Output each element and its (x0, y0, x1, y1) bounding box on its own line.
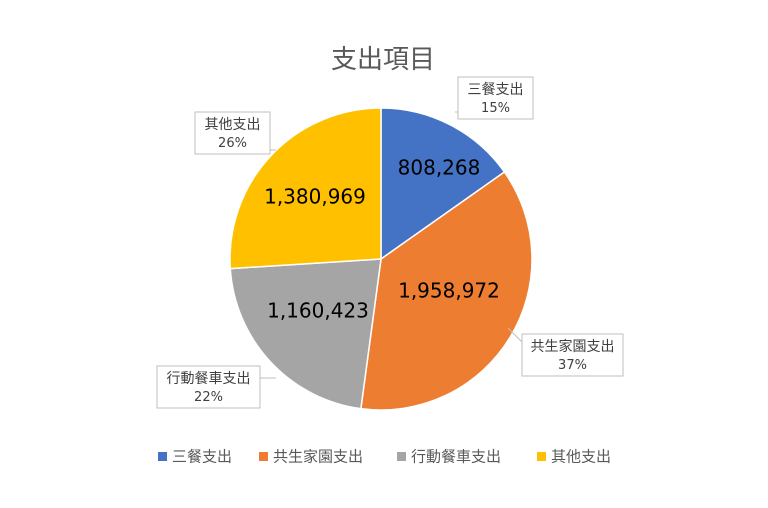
callout-box (457, 76, 534, 120)
legend: 三餐支出 共生家園支出 行動餐車支出 其他支出 (158, 448, 611, 466)
callout-三餐支出: 三餐支出 15% (455, 76, 534, 120)
value-label-行動餐車支出: 1,160,423 (267, 299, 369, 323)
pie-slice-共生家園支出 (360, 170, 533, 411)
legend-swatch (158, 452, 167, 461)
legend-item-其他支出: 其他支出 (537, 448, 611, 466)
callout-category: 行動餐車支出 (167, 370, 251, 387)
legend-label: 行動餐車支出 (411, 448, 501, 466)
legend-label: 三餐支出 (172, 448, 232, 466)
legend-label: 其他支出 (551, 448, 611, 466)
legend-swatch (537, 452, 546, 461)
legend-item-共生家園支出: 共生家園支出 (259, 448, 363, 466)
callout-box (156, 365, 261, 409)
value-label-其他支出: 1,380,969 (264, 185, 366, 209)
value-labels: 808,268 1,958,972 1,160,423 1,380,969 (264, 156, 500, 323)
callout-percent: 22% (194, 390, 223, 405)
callout-percent: 26% (218, 136, 247, 151)
callout-percent: 37% (558, 358, 587, 373)
callout-共生家園支出: 共生家園支出 37% (507, 327, 624, 377)
legend-swatch (397, 452, 406, 461)
callout-category: 三餐支出 (468, 82, 524, 98)
callout-其他支出: 其他支出 26% (194, 111, 276, 155)
legend-label: 共生家園支出 (273, 448, 363, 466)
pie-slice-其他支出 (229, 107, 382, 270)
callout-percent: 15% (481, 101, 510, 116)
legend-item-三餐支出: 三餐支出 (158, 448, 232, 466)
callout-labels: 三餐支出 15% 共生家園支出 37% 行動餐車支出 22% 其他支出 26% (156, 76, 624, 409)
pie-slices (229, 107, 533, 411)
pie-slice-三餐支出 (380, 107, 506, 261)
legend-item-行動餐車支出: 行動餐車支出 (397, 448, 501, 466)
callout-category: 共生家園支出 (531, 338, 615, 355)
callout-行動餐車支出: 行動餐車支出 22% (156, 365, 276, 409)
callout-box (521, 333, 624, 377)
leader-line (507, 327, 523, 343)
value-label-共生家園支出: 1,958,972 (398, 279, 500, 303)
legend-swatch (259, 452, 268, 461)
callout-category: 其他支出 (205, 117, 261, 133)
value-label-三餐支出: 808,268 (398, 156, 481, 180)
callout-box (194, 111, 271, 155)
pie-slice-行動餐車支出 (229, 258, 382, 410)
chart-title: 支出項目 (331, 45, 435, 75)
